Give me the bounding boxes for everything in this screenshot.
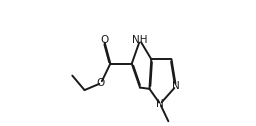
Text: O: O xyxy=(97,78,105,88)
Text: NH: NH xyxy=(132,35,148,45)
Text: N: N xyxy=(156,99,164,109)
Text: O: O xyxy=(100,35,108,45)
Text: N: N xyxy=(172,81,180,91)
